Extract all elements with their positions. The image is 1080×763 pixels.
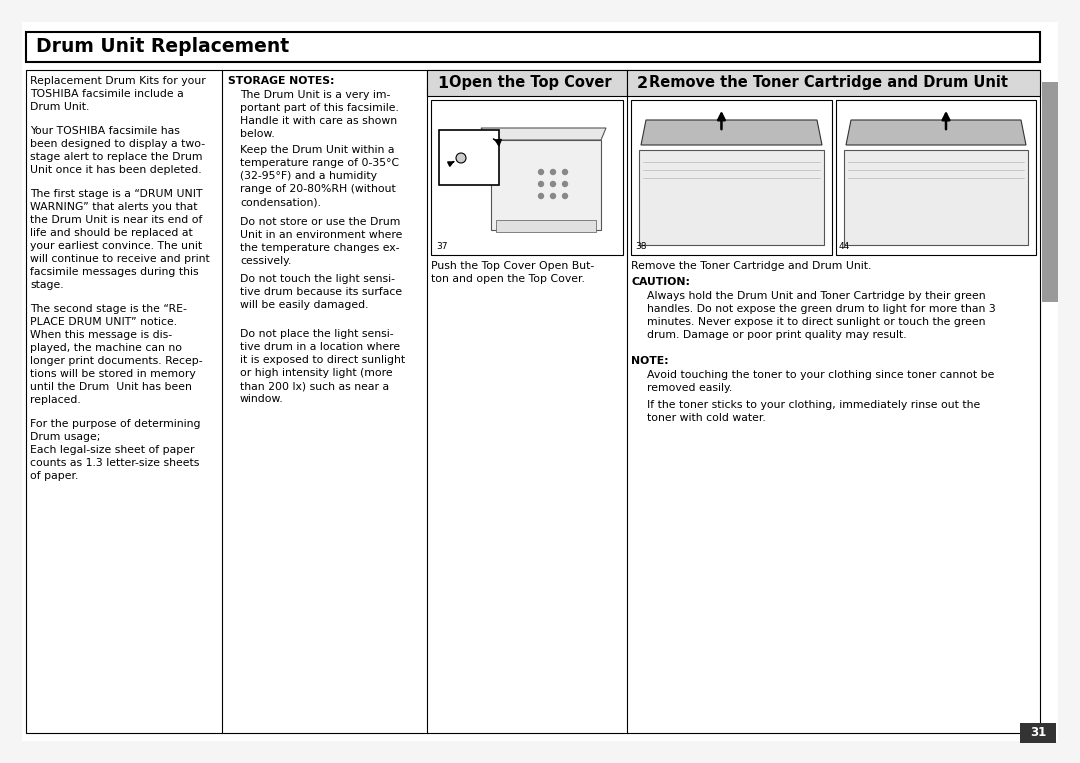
- Bar: [26, 32, 1040, 62]
- Text: 44: 44: [839, 242, 850, 251]
- Text: Remove the Toner Cartridge and Drum Unit.: Remove the Toner Cartridge and Drum Unit…: [631, 261, 872, 271]
- Bar: [627, 70, 1040, 96]
- Text: Remove the Toner Cartridge and Drum Unit: Remove the Toner Cartridge and Drum Unit: [649, 76, 1008, 91]
- Text: 2: 2: [637, 76, 648, 91]
- Text: The Drum Unit is a very im-
portant part of this facsimile.
Handle it with care : The Drum Unit is a very im- portant part…: [240, 90, 399, 139]
- Circle shape: [563, 169, 567, 175]
- Circle shape: [551, 194, 555, 198]
- Bar: [631, 100, 832, 255]
- Bar: [496, 220, 596, 232]
- Text: Avoid touching the toner to your clothing since toner cannot be
removed easily.: Avoid touching the toner to your clothin…: [647, 370, 995, 393]
- Polygon shape: [642, 120, 822, 145]
- Text: Push the Top Cover Open But-
ton and open the Top Cover.: Push the Top Cover Open But- ton and ope…: [431, 261, 594, 284]
- Circle shape: [563, 194, 567, 198]
- FancyArrowPatch shape: [943, 114, 949, 129]
- Text: STORAGE NOTES:: STORAGE NOTES:: [228, 76, 335, 86]
- Text: Your TOSHIBA facsimile has
been designed to display a two-
stage alert to replac: Your TOSHIBA facsimile has been designed…: [30, 126, 205, 175]
- Circle shape: [539, 182, 543, 186]
- Bar: [431, 100, 623, 255]
- Bar: [639, 150, 824, 245]
- Bar: [427, 70, 627, 96]
- Polygon shape: [481, 128, 606, 140]
- Text: Always hold the Drum Unit and Toner Cartridge by their green
handles. Do not exp: Always hold the Drum Unit and Toner Cart…: [647, 291, 996, 340]
- Text: Open the Top Cover: Open the Top Cover: [449, 76, 611, 91]
- Polygon shape: [846, 120, 1026, 145]
- Text: The first stage is a “DRUM UNIT
WARNING” that alerts you that
the Drum Unit is n: The first stage is a “DRUM UNIT WARNING”…: [30, 189, 210, 290]
- Text: Keep the Drum Unit within a
temperature range of 0-35°C
(32-95°F) and a humidity: Keep the Drum Unit within a temperature …: [240, 145, 400, 208]
- Text: If the toner sticks to your clothing, immediately rinse out the
toner with cold : If the toner sticks to your clothing, im…: [647, 400, 981, 423]
- Text: 37: 37: [436, 242, 447, 251]
- Circle shape: [539, 169, 543, 175]
- Bar: [836, 100, 1036, 255]
- Text: Drum Unit Replacement: Drum Unit Replacement: [36, 37, 289, 56]
- Text: NOTE:: NOTE:: [631, 356, 669, 366]
- Circle shape: [456, 153, 465, 163]
- Bar: [491, 140, 600, 230]
- Text: Do not touch the light sensi-
tive drum because its surface
will be easily damag: Do not touch the light sensi- tive drum …: [240, 274, 402, 310]
- FancyArrowPatch shape: [448, 162, 454, 166]
- Text: The second stage is the “RE-
PLACE DRUM UNIT” notice.
When this message is dis-
: The second stage is the “RE- PLACE DRUM …: [30, 304, 203, 405]
- Bar: [26, 70, 1040, 733]
- Text: Replacement Drum Kits for your
TOSHIBA facsimile include a
Drum Unit.: Replacement Drum Kits for your TOSHIBA f…: [30, 76, 206, 112]
- Bar: [1020, 723, 1056, 743]
- Text: Do not place the light sensi-
tive drum in a location where
it is exposed to dir: Do not place the light sensi- tive drum …: [240, 329, 405, 404]
- Bar: [1042, 82, 1058, 302]
- Circle shape: [551, 169, 555, 175]
- Text: 1: 1: [437, 76, 448, 91]
- Text: CAUTION:: CAUTION:: [631, 277, 690, 287]
- Bar: [438, 130, 499, 185]
- Circle shape: [539, 194, 543, 198]
- Bar: [843, 150, 1028, 245]
- Text: Do not store or use the Drum
Unit in an environment where
the temperature change: Do not store or use the Drum Unit in an …: [240, 217, 403, 266]
- Circle shape: [563, 182, 567, 186]
- Text: 38: 38: [635, 242, 647, 251]
- Text: 31: 31: [1030, 726, 1047, 739]
- Text: For the purpose of determining
Drum usage;
Each legal-size sheet of paper
counts: For the purpose of determining Drum usag…: [30, 419, 201, 481]
- FancyArrowPatch shape: [718, 114, 725, 129]
- Circle shape: [551, 182, 555, 186]
